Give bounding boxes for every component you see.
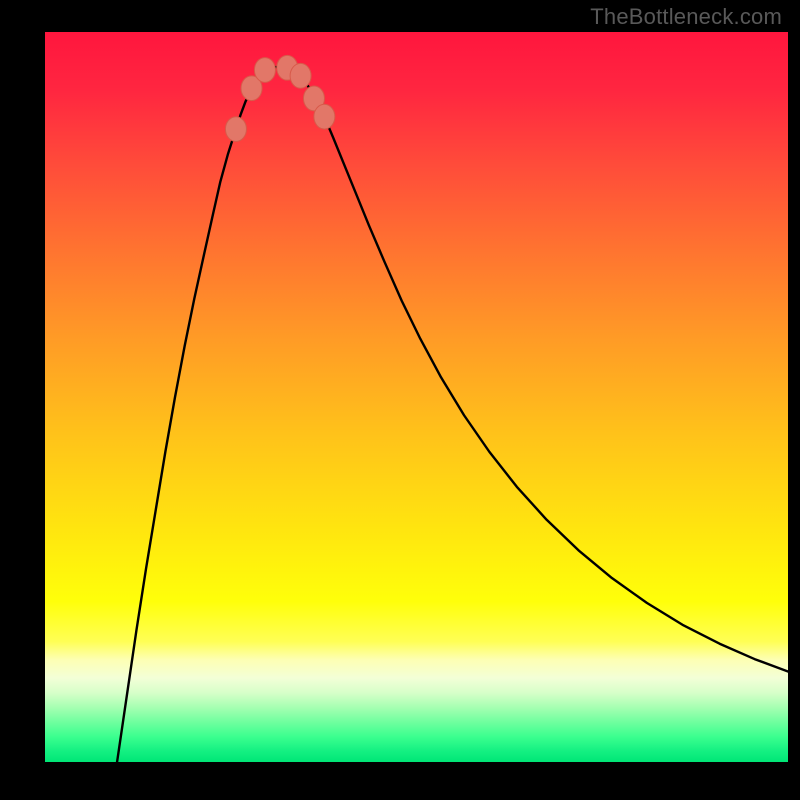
bottleneck-curve — [45, 32, 788, 762]
bottleneck-chart — [45, 32, 788, 762]
watermark-text: TheBottleneck.com — [590, 4, 782, 30]
